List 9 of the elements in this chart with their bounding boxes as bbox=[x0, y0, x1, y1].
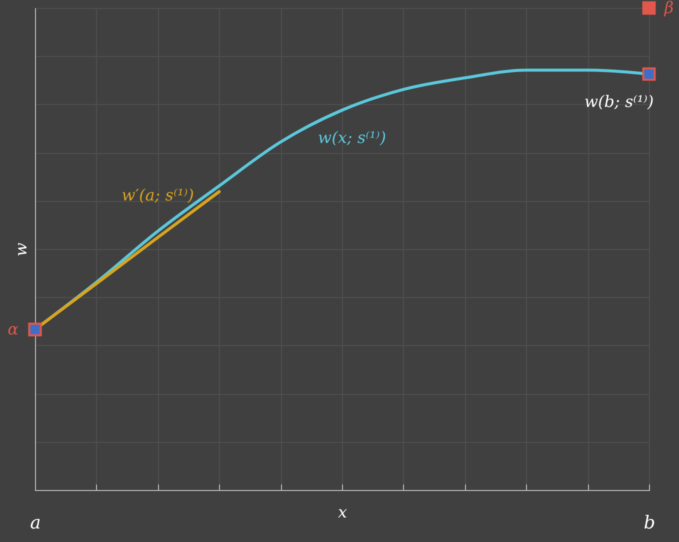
y-axis-title: w bbox=[12, 242, 30, 256]
x-tick-label: a bbox=[30, 512, 41, 534]
annotation: w(b; s⁽¹⁾) bbox=[584, 92, 654, 112]
series-label: w′(a; s⁽¹⁾) bbox=[122, 185, 194, 204]
x-axis-title: x bbox=[338, 502, 348, 522]
annotation: α bbox=[8, 319, 19, 338]
series-label: w(x; s⁽¹⁾) bbox=[318, 128, 386, 148]
annotation: β bbox=[663, 0, 674, 17]
x-tick-label: b bbox=[644, 512, 656, 534]
